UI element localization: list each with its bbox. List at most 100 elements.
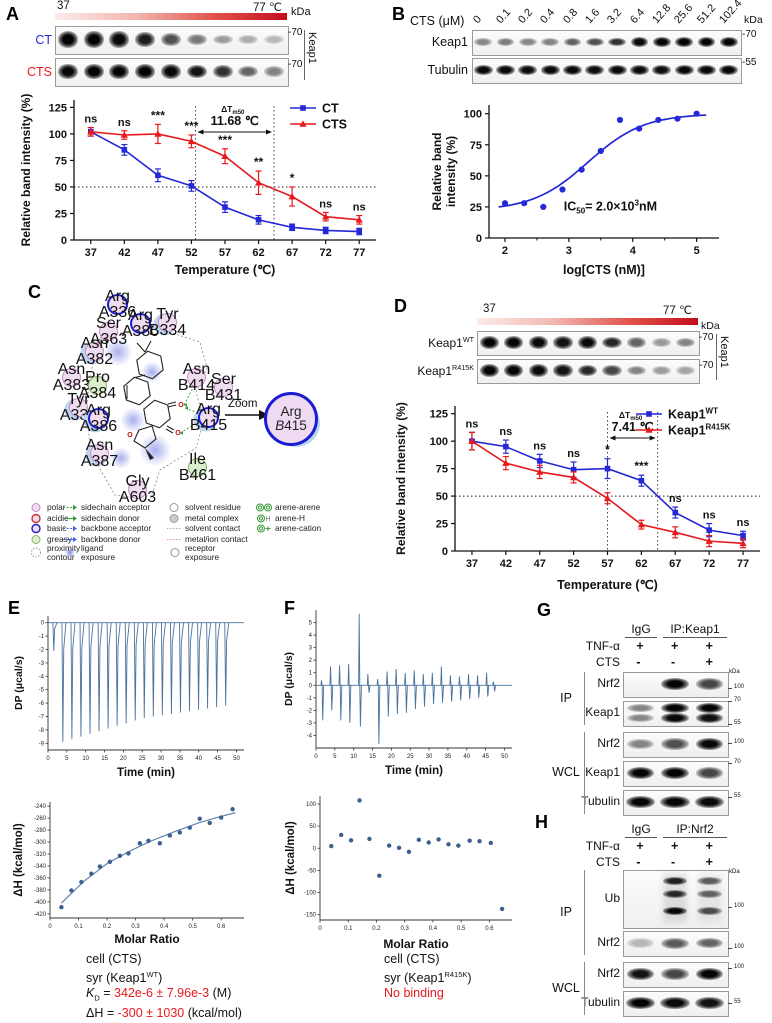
blot-band (563, 65, 582, 75)
svg-text:-300: -300 (34, 840, 47, 846)
svg-text:62: 62 (252, 247, 264, 259)
blot-band (553, 364, 573, 377)
ip-blot-label: Nrf2 (597, 935, 620, 949)
svg-text:100: 100 (464, 109, 482, 121)
group-line (584, 732, 585, 814)
blot-band (479, 364, 499, 377)
arene-cation-icon: + (257, 524, 271, 534)
blot-band (83, 64, 104, 79)
legend-item-receptor-exposure: receptor exposure (166, 544, 219, 561)
bb-donor-icon (63, 536, 77, 542)
itc-thermogram-E1: 0 -1 -2 -3 -4 -5 -6 -7 -8 -9 0 5 10 15 20 25 30 35 40 45 50 T… (13, 616, 244, 779)
kda-marker: -70 (742, 29, 757, 40)
group-label-IP: IP (560, 690, 572, 705)
bracket-label: Keap1 (306, 32, 318, 64)
svg-text:Time (min): Time (min) (385, 765, 443, 777)
blot-band (607, 65, 627, 75)
svg-text:+: + (265, 524, 270, 534)
svg-text:67: 67 (669, 558, 681, 570)
kda-marker: -70 (288, 27, 303, 38)
ip-blot-label: Nrf2 (597, 676, 620, 690)
ip-sign: + (636, 839, 644, 853)
kda-marker: 55 (734, 719, 741, 726)
residue-arg-A386: Arg A386 (79, 401, 118, 435)
blot-band (212, 65, 233, 78)
kda-marker-tick (728, 1003, 732, 1004)
panel-B-label: B (392, 4, 405, 24)
svg-text:5: 5 (694, 245, 700, 257)
legend-item-arene-arene: arene-arene (256, 502, 320, 513)
svg-text:ns: ns (84, 114, 97, 126)
legend-label: metal complex (185, 512, 239, 523)
legend-label: arene-H (275, 512, 305, 523)
svg-text:0.3: 0.3 (401, 926, 410, 932)
ip-blot-label: Keap1 (585, 765, 620, 779)
svg-text:ns: ns (737, 517, 750, 529)
svg-text:42: 42 (500, 558, 512, 570)
svg-text:72: 72 (320, 247, 332, 259)
legend-label: arene-cation (275, 523, 322, 534)
blot-band (694, 795, 725, 809)
residue-arg-A336: Arg A336 (98, 287, 137, 321)
svg-text:-2: -2 (39, 648, 45, 654)
legend-label: arene-arene (275, 502, 321, 513)
legend-item-metal-complex: metal complex (166, 513, 239, 524)
svg-text:0: 0 (314, 754, 318, 760)
svg-text:37: 37 (85, 247, 97, 259)
group-label-IP: IP (560, 904, 572, 919)
svg-text:intensity (%): intensity (%) (444, 136, 458, 207)
blot-band (563, 38, 582, 46)
blot-band (553, 336, 573, 349)
blot-band (212, 34, 233, 45)
svg-text:75: 75 (55, 155, 67, 167)
svg-text:52: 52 (567, 558, 579, 570)
blot-band (519, 38, 537, 46)
svg-text:CTS: CTS (322, 118, 347, 132)
blot-band (696, 967, 724, 981)
blot-band (186, 64, 207, 79)
svg-text:30: 30 (158, 756, 165, 762)
kda-marker: -70 (288, 59, 303, 70)
svg-text:Molar Ratio: Molar Ratio (383, 937, 448, 951)
lane-label: 0.1 (493, 6, 513, 27)
legend-item-basic: basic (28, 523, 66, 534)
kda-marker-tick (728, 742, 732, 744)
blot-band (504, 364, 524, 377)
ip-header: IP:Nrf2 (663, 822, 727, 838)
blot-band (651, 338, 671, 347)
svg-text:0: 0 (46, 756, 50, 762)
itc-binding-F2: 100 50 0 -50 -100 -150 0 0.1 0.2 0.3 0.4 0.5 0.6 Mola… (285, 796, 512, 951)
blot-band (661, 968, 689, 980)
lane-label: 1.6 (582, 6, 603, 27)
svg-text:0.5: 0.5 (457, 926, 466, 932)
svg-text:35: 35 (445, 754, 452, 760)
blot-band (57, 31, 78, 48)
blot-band (625, 996, 656, 1010)
zoom-target-residue: Arg B415 (264, 392, 318, 446)
svg-text:-380: -380 (34, 888, 47, 894)
blot-band (697, 907, 723, 916)
svg-text:O: O (127, 432, 133, 439)
residue-ile-B461: Ile B461 (178, 450, 217, 484)
blot-band (496, 38, 515, 46)
legend-item-bb-donor: backbone donor (62, 534, 141, 545)
svg-text:25: 25 (436, 519, 448, 531)
svg-text:50: 50 (501, 754, 508, 760)
greasy-icon (31, 534, 41, 544)
temp-start-label: 37 (57, 0, 70, 12)
blot-band (662, 907, 688, 916)
svg-text:-280: -280 (34, 828, 47, 834)
kda-label: kDa (729, 869, 740, 875)
svg-text:45: 45 (482, 754, 489, 760)
legend-item-sc-donor: sidechain donor (62, 513, 140, 524)
lane-label: 12.8 (649, 2, 674, 27)
blot-band (661, 677, 689, 691)
svg-text:57: 57 (601, 558, 613, 570)
svg-text:10: 10 (82, 756, 89, 762)
lane-label: 3.2 (605, 6, 625, 27)
blot-row-label: Keap1R415K (417, 363, 474, 378)
legend-item-greasy: greasy (28, 534, 72, 545)
svg-text:-240: -240 (34, 804, 47, 810)
kda-marker-tick (728, 947, 732, 949)
legend-item-acidic: acidic (28, 513, 68, 524)
